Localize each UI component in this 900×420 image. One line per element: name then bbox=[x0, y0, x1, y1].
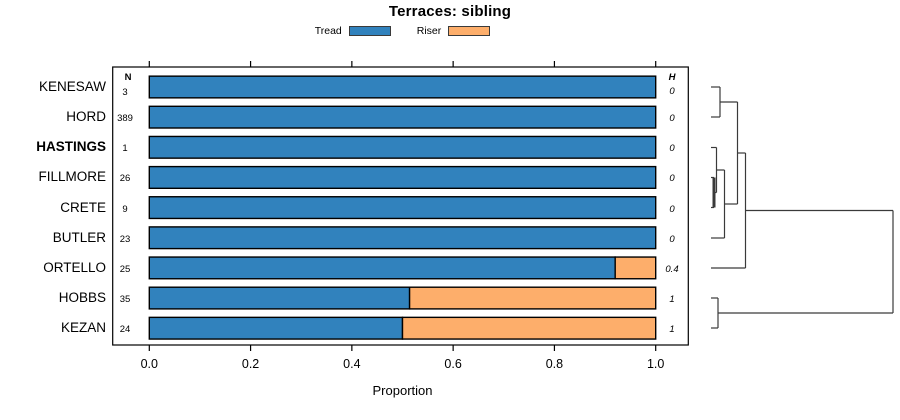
category-label-crete: CRETE bbox=[60, 199, 106, 215]
h-value-hord: 0 bbox=[669, 113, 675, 125]
bar-tread-fillmore bbox=[148, 165, 657, 190]
bar-tread-crete bbox=[148, 196, 657, 220]
h-column-header: H bbox=[668, 72, 676, 83]
category-label-hord: HORD bbox=[66, 109, 106, 125]
h-value-crete: 0 bbox=[669, 203, 675, 215]
legend-label-riser: Riser bbox=[416, 25, 442, 37]
n-value-hastings: 1 bbox=[122, 143, 128, 155]
bar-riser-hobbs bbox=[408, 286, 657, 310]
category-label-fillmore: FILLMORE bbox=[38, 169, 106, 185]
n-value-hord: 389 bbox=[117, 113, 133, 125]
h-value-hastings: 0 bbox=[669, 143, 675, 155]
plot-box bbox=[112, 66, 689, 346]
n-column-header: N bbox=[124, 72, 132, 83]
bar-tread-hastings bbox=[148, 135, 657, 159]
n-value-ortello: 25 bbox=[119, 263, 131, 275]
n-value-crete: 9 bbox=[122, 203, 128, 215]
legend-label-tread: Tread bbox=[314, 25, 342, 37]
category-label-hastings: HASTINGS bbox=[36, 139, 106, 155]
n-value-fillmore: 26 bbox=[119, 173, 131, 185]
bar-riser-kezan bbox=[401, 316, 657, 340]
category-label-kezan: KEZAN bbox=[60, 320, 106, 336]
x-axis-title: Proportion bbox=[372, 383, 433, 398]
bar-tread-hord bbox=[148, 105, 657, 129]
category-label-hobbs: HOBBS bbox=[58, 290, 106, 306]
x-tick-label: 0.0 bbox=[140, 357, 158, 371]
category-label-kenesaw: KENESAW bbox=[38, 79, 106, 94]
bar-tread-ortello bbox=[148, 256, 616, 280]
x-tick-label: 0.2 bbox=[241, 357, 260, 371]
bar-tread-kenesaw bbox=[148, 75, 657, 99]
h-value-kenesaw: 0 bbox=[669, 86, 675, 97]
bar-riser-ortello bbox=[614, 256, 657, 280]
x-tick-label: 0.8 bbox=[545, 357, 564, 371]
legend-swatch-tread bbox=[348, 26, 391, 36]
legend-swatch-riser bbox=[448, 26, 491, 36]
n-value-kezan: 24 bbox=[119, 324, 131, 336]
bar-tread-butler bbox=[148, 226, 657, 250]
bar-tread-hobbs bbox=[148, 286, 411, 310]
h-value-hobbs: 1 bbox=[669, 294, 675, 306]
x-tick-label: 1.0 bbox=[646, 357, 665, 371]
category-label-butler: BUTLER bbox=[52, 229, 106, 245]
n-value-kenesaw: 3 bbox=[122, 87, 128, 98]
h-value-kezan: 1 bbox=[669, 324, 675, 336]
x-tick-label: 0.4 bbox=[343, 357, 361, 371]
h-value-butler: 0 bbox=[669, 233, 675, 245]
legend: Tread Riser bbox=[0, 24, 805, 38]
x-tick-label: 0.6 bbox=[444, 357, 462, 371]
chart-title: Terraces: sibling bbox=[388, 3, 512, 20]
h-value-fillmore: 0 bbox=[669, 173, 675, 185]
bar-tread-kezan bbox=[148, 316, 404, 340]
category-label-ortello: ORTELLO bbox=[43, 259, 106, 275]
n-value-hobbs: 35 bbox=[119, 294, 131, 306]
h-value-ortello: 0.4 bbox=[665, 263, 679, 275]
n-value-butler: 23 bbox=[119, 233, 131, 245]
